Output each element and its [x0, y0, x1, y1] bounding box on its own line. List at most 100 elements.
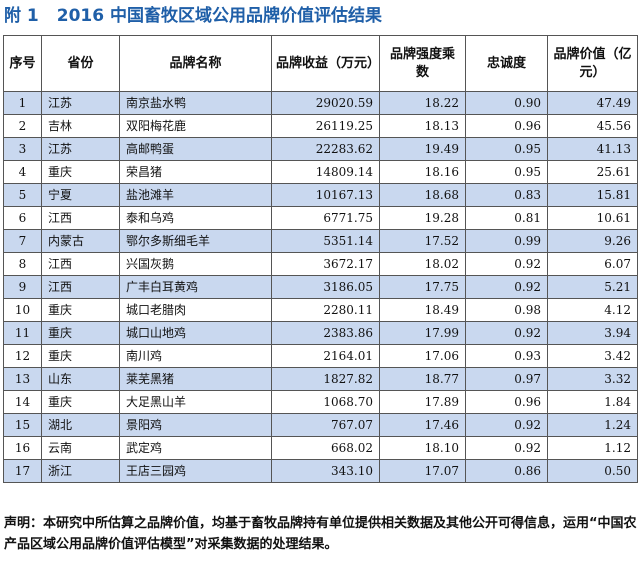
cell-province: 重庆	[41, 344, 120, 368]
cell-value: 4.12	[547, 298, 638, 322]
header-loyalty: 忠诚度	[465, 35, 548, 92]
cell-province: 重庆	[41, 298, 120, 322]
cell-loyalty: 0.92	[465, 413, 548, 437]
cell-value: 25.61	[547, 160, 638, 184]
table-header: 序号 省份 品牌名称 品牌收益（万元） 品牌强度乘数 忠诚度 品牌价值（亿元）	[3, 35, 638, 92]
cell-brand-name: 兴国灰鹅	[119, 252, 272, 276]
cell-value: 3.42	[547, 344, 638, 368]
header-name: 品牌名称	[119, 35, 272, 92]
page-title: 附 1 2016 中国畜牧区域公用品牌价值评估结果	[0, 0, 640, 32]
table-row: 2 吉林 双阳梅花鹿 26119.25 18.13 0.96 45.56	[3, 114, 638, 138]
cell-value: 3.94	[547, 321, 638, 345]
table-row: 3 江苏 高邮鸭蛋 22283.62 19.49 0.95 41.13	[3, 137, 638, 161]
cell-brand-name: 大足黑山羊	[119, 390, 272, 414]
cell-value: 15.81	[547, 183, 638, 207]
cell-province: 云南	[41, 436, 120, 460]
cell-intensity: 18.10	[379, 436, 466, 460]
cell-value: 1.24	[547, 413, 638, 437]
cell-intensity: 19.28	[379, 206, 466, 230]
cell-province: 重庆	[41, 390, 120, 414]
cell-revenue: 29020.59	[271, 91, 380, 115]
cell-brand-name: 城口老腊肉	[119, 298, 272, 322]
cell-no: 1	[3, 91, 42, 115]
cell-no: 16	[3, 436, 42, 460]
disclaimer-note: 声明：本研究中所估算之品牌价值，均基于畜牧品牌持有单位提供相关数据及其他公开可得…	[4, 516, 637, 552]
cell-intensity: 17.89	[379, 390, 466, 414]
cell-intensity: 18.16	[379, 160, 466, 184]
cell-value: 5.21	[547, 275, 638, 299]
cell-revenue: 3186.05	[271, 275, 380, 299]
cell-loyalty: 0.92	[465, 252, 548, 276]
cell-no: 8	[3, 252, 42, 276]
table-row: 10 重庆 城口老腊肉 2280.11 18.49 0.98 4.12	[3, 298, 638, 322]
cell-province: 江苏	[41, 137, 120, 161]
cell-province: 江西	[41, 252, 120, 276]
cell-intensity: 18.77	[379, 367, 466, 391]
cell-revenue: 22283.62	[271, 137, 380, 161]
cell-revenue: 2280.11	[271, 298, 380, 322]
cell-brand-name: 武定鸡	[119, 436, 272, 460]
cell-revenue: 26119.25	[271, 114, 380, 138]
cell-intensity: 18.13	[379, 114, 466, 138]
cell-brand-name: 南川鸡	[119, 344, 272, 368]
cell-province: 山东	[41, 367, 120, 391]
header-province: 省份	[41, 35, 120, 92]
cell-intensity: 18.49	[379, 298, 466, 322]
cell-loyalty: 0.97	[465, 367, 548, 391]
cell-brand-name: 泰和乌鸡	[119, 206, 272, 230]
cell-value: 9.26	[547, 229, 638, 253]
cell-loyalty: 0.95	[465, 160, 548, 184]
cell-loyalty: 0.83	[465, 183, 548, 207]
cell-revenue: 1068.70	[271, 390, 380, 414]
appendix-number: 附 1	[4, 6, 39, 26]
cell-loyalty: 0.95	[465, 137, 548, 161]
cell-brand-name: 景阳鸡	[119, 413, 272, 437]
cell-value: 1.12	[547, 436, 638, 460]
cell-province: 内蒙古	[41, 229, 120, 253]
cell-intensity: 17.06	[379, 344, 466, 368]
cell-no: 14	[3, 390, 42, 414]
cell-province: 江西	[41, 206, 120, 230]
table-row: 13 山东 莱芜黑猪 1827.82 18.77 0.97 3.32	[3, 367, 638, 391]
cell-brand-name: 王店三园鸡	[119, 459, 272, 483]
cell-province: 重庆	[41, 321, 120, 345]
cell-value: 45.56	[547, 114, 638, 138]
cell-brand-name: 南京盐水鸭	[119, 91, 272, 115]
cell-province: 湖北	[41, 413, 120, 437]
cell-revenue: 668.02	[271, 436, 380, 460]
header-value: 品牌价值（亿元）	[547, 35, 638, 92]
cell-no: 10	[3, 298, 42, 322]
cell-revenue: 14809.14	[271, 160, 380, 184]
table-row: 17 浙江 王店三园鸡 343.10 17.07 0.86 0.50	[3, 459, 638, 483]
cell-loyalty: 0.96	[465, 114, 548, 138]
cell-revenue: 3672.17	[271, 252, 380, 276]
cell-revenue: 6771.75	[271, 206, 380, 230]
cell-revenue: 1827.82	[271, 367, 380, 391]
table-row: 15 湖北 景阳鸡 767.07 17.46 0.92 1.24	[3, 413, 638, 437]
table-body: 1 江苏 南京盐水鸭 29020.59 18.22 0.90 47.49 2 吉林 双阳梅花鹿 26…	[3, 91, 638, 483]
cell-no: 2	[3, 114, 42, 138]
cell-brand-name: 盐池滩羊	[119, 183, 272, 207]
cell-revenue: 343.10	[271, 459, 380, 483]
cell-no: 12	[3, 344, 42, 368]
cell-province: 吉林	[41, 114, 120, 138]
header-intensity: 品牌强度乘数	[379, 35, 466, 92]
table-row: 5 宁夏 盐池滩羊 10167.13 18.68 0.83 15.81	[3, 183, 638, 207]
table-row: 16 云南 武定鸡 668.02 18.10 0.92 1.12	[3, 436, 638, 460]
cell-loyalty: 0.92	[465, 436, 548, 460]
cell-intensity: 18.02	[379, 252, 466, 276]
cell-loyalty: 0.81	[465, 206, 548, 230]
title-text: 2016 中国畜牧区域公用品牌价值评估结果	[56, 6, 382, 26]
cell-intensity: 17.52	[379, 229, 466, 253]
cell-no: 6	[3, 206, 42, 230]
cell-no: 9	[3, 275, 42, 299]
table-row: 9 江西 广丰白耳黄鸡 3186.05 17.75 0.92 5.21	[3, 275, 638, 299]
cell-value: 1.84	[547, 390, 638, 414]
cell-no: 7	[3, 229, 42, 253]
cell-no: 15	[3, 413, 42, 437]
table-row: 12 重庆 南川鸡 2164.01 17.06 0.93 3.42	[3, 344, 638, 368]
cell-value: 10.61	[547, 206, 638, 230]
cell-brand-name: 莱芜黑猪	[119, 367, 272, 391]
cell-brand-name: 高邮鸭蛋	[119, 137, 272, 161]
cell-loyalty: 0.98	[465, 298, 548, 322]
